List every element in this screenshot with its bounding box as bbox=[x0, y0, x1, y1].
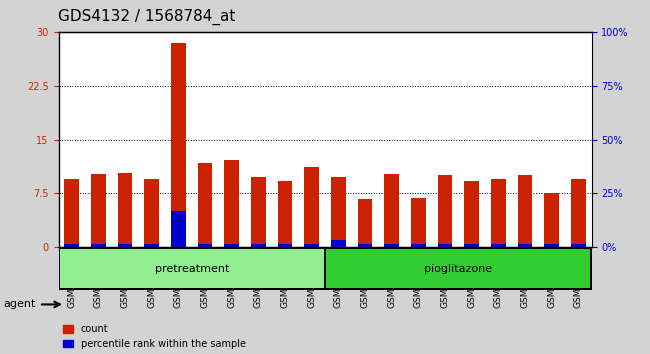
Bar bbox=[331, 177, 346, 247]
Bar bbox=[91, 244, 106, 247]
Bar bbox=[326, 249, 590, 288]
Bar bbox=[144, 244, 159, 247]
Bar bbox=[437, 244, 452, 247]
Bar bbox=[437, 176, 452, 247]
Bar bbox=[278, 244, 292, 247]
Bar bbox=[64, 244, 79, 247]
Bar bbox=[64, 179, 79, 247]
Bar bbox=[251, 177, 266, 247]
Text: pioglitazone: pioglitazone bbox=[424, 264, 492, 274]
Text: pretreatment: pretreatment bbox=[155, 264, 229, 274]
Bar bbox=[304, 167, 319, 247]
Bar bbox=[304, 244, 319, 247]
Bar bbox=[571, 244, 586, 247]
Bar bbox=[331, 240, 346, 247]
Bar bbox=[171, 42, 186, 247]
Bar bbox=[278, 181, 292, 247]
Bar bbox=[571, 179, 586, 247]
Bar bbox=[144, 179, 159, 247]
Bar bbox=[411, 198, 426, 247]
Legend: count, percentile rank within the sample: count, percentile rank within the sample bbox=[63, 324, 246, 349]
Bar bbox=[384, 174, 399, 247]
Bar bbox=[60, 249, 324, 288]
Bar bbox=[517, 176, 532, 247]
Bar bbox=[491, 179, 506, 247]
Text: agent: agent bbox=[3, 299, 36, 309]
Bar bbox=[171, 211, 186, 247]
Bar bbox=[198, 244, 213, 247]
Bar bbox=[251, 244, 266, 247]
Bar bbox=[544, 244, 559, 247]
Bar bbox=[358, 199, 372, 247]
Bar bbox=[384, 244, 399, 247]
Bar bbox=[464, 181, 479, 247]
Bar bbox=[491, 244, 506, 247]
Bar bbox=[224, 160, 239, 247]
Bar bbox=[118, 173, 133, 247]
Bar bbox=[464, 244, 479, 247]
Bar bbox=[91, 174, 106, 247]
Bar bbox=[411, 244, 426, 247]
Bar bbox=[358, 244, 372, 247]
Bar bbox=[198, 162, 213, 247]
Bar bbox=[224, 244, 239, 247]
Bar bbox=[544, 193, 559, 247]
Bar bbox=[118, 244, 133, 247]
FancyArrow shape bbox=[58, 247, 592, 290]
Bar bbox=[517, 244, 532, 247]
Text: GDS4132 / 1568784_at: GDS4132 / 1568784_at bbox=[58, 8, 236, 25]
